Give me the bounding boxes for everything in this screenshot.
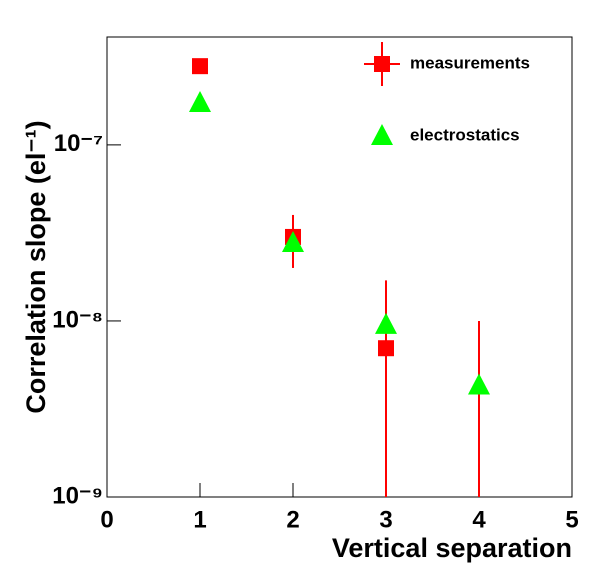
point [282,231,304,253]
x-axis-title: Vertical separation [332,533,572,563]
x-tick-label: 1 [193,506,206,533]
x-tick-label: 2 [286,506,299,533]
y-tick-label: 10⁻⁸ [52,306,103,333]
y-axis-title: Correlation slope (el⁻¹) [21,120,51,413]
legend-marker [371,124,393,145]
plot-frame [106,36,573,498]
x-tick-label: 0 [100,506,113,533]
point [468,373,490,395]
legend-marker [374,56,390,72]
x-tick-label: 3 [379,506,392,533]
legend-label: electrostatics [410,125,520,144]
legend-label: measurements [410,53,530,72]
x-tick-label: 4 [472,506,486,533]
y-tick-label: 10⁻⁷ [54,130,103,157]
point [375,312,397,334]
y-tick-label: 10⁻⁹ [52,482,103,509]
point [189,90,211,112]
x-tick-label: 5 [565,506,578,533]
point [192,58,208,75]
point [378,340,394,357]
